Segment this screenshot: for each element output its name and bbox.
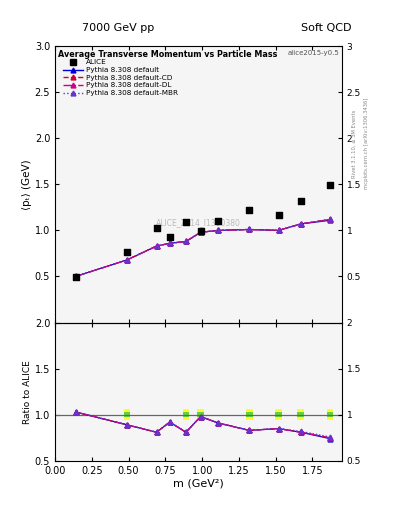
Bar (124, 412, 130, 417)
Bar (298, 412, 304, 417)
Bar (197, 409, 204, 420)
Point (246, 206, 252, 214)
Point (124, 247, 130, 255)
Point (198, 227, 204, 236)
Bar (246, 412, 253, 417)
Point (167, 233, 173, 241)
Text: mcplots.cern.ch [arXiv:1306.3436]: mcplots.cern.ch [arXiv:1306.3436] (364, 98, 369, 189)
Text: Rivet 3.1.10, ≥ 3M Events: Rivet 3.1.10, ≥ 3M Events (352, 109, 357, 178)
Point (183, 218, 189, 226)
Bar (275, 409, 282, 420)
Bar (197, 412, 204, 417)
Y-axis label: Ratio to ALICE: Ratio to ALICE (23, 360, 32, 423)
X-axis label: m (GeV²): m (GeV²) (173, 478, 224, 488)
Point (275, 210, 282, 219)
Point (72, 273, 79, 282)
Y-axis label: ⟨pₜ⟩ (GeV): ⟨pₜ⟩ (GeV) (22, 159, 32, 209)
Text: Average Transverse Momentum vs Particle Mass: Average Transverse Momentum vs Particle … (58, 50, 277, 59)
Bar (298, 409, 304, 420)
Bar (124, 409, 130, 420)
Bar (327, 409, 333, 420)
Point (298, 197, 304, 205)
Legend: ALICE, Pythia 8.308 default, Pythia 8.308 default-CD, Pythia 8.308 default-DL, P: ALICE, Pythia 8.308 default, Pythia 8.30… (61, 58, 180, 97)
Text: ALICE_2014_I1300380: ALICE_2014_I1300380 (156, 219, 241, 227)
Bar (183, 409, 189, 420)
Point (153, 224, 160, 232)
Text: 7000 GeV pp: 7000 GeV pp (82, 23, 154, 33)
Point (215, 217, 222, 225)
Bar (246, 409, 253, 420)
Text: Soft QCD: Soft QCD (301, 23, 351, 33)
Point (327, 181, 333, 189)
Text: alice2015-y0.5: alice2015-y0.5 (287, 50, 339, 56)
Bar (275, 412, 282, 417)
Bar (183, 412, 189, 417)
Bar (327, 412, 333, 417)
